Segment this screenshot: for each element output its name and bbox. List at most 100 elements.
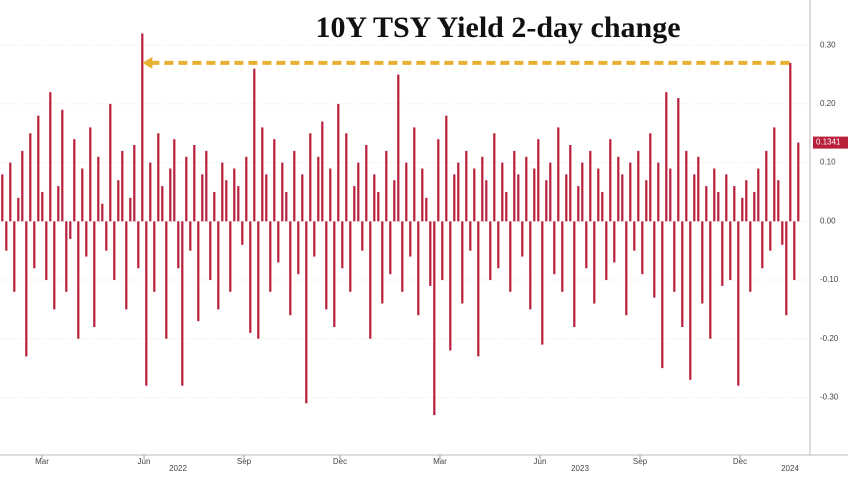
bar: [233, 168, 236, 222]
bar: [429, 221, 432, 286]
bar: [45, 221, 48, 281]
bar: [333, 221, 336, 328]
bar: [361, 221, 364, 251]
bar: [625, 221, 628, 316]
bar: [505, 191, 508, 222]
bar: [125, 221, 128, 310]
x-tick-label: Sep: [237, 457, 252, 466]
bar: [781, 221, 784, 245]
bar: [241, 221, 244, 245]
bar: [685, 150, 688, 222]
bar: [493, 133, 496, 222]
bar: [53, 221, 56, 310]
bar: [465, 150, 468, 222]
bar: [381, 221, 384, 304]
bar: [513, 150, 516, 222]
bar: [537, 139, 540, 222]
bar: [37, 115, 40, 222]
bar: [217, 221, 220, 310]
bar: [405, 162, 408, 222]
bar: [765, 150, 768, 222]
bar: [181, 221, 184, 386]
bar: [669, 168, 672, 222]
bar: [441, 221, 444, 281]
bar: [545, 180, 548, 222]
bar: [69, 221, 72, 239]
bar: [189, 221, 192, 251]
bar: [525, 156, 528, 222]
bar: [397, 74, 400, 222]
bar: [629, 162, 632, 222]
bar: [677, 98, 680, 222]
bar: [293, 150, 296, 222]
bar: [705, 186, 708, 222]
bar: [697, 156, 700, 222]
bar: [541, 221, 544, 345]
bar: [665, 92, 668, 222]
bar: [29, 133, 32, 222]
y-tick-label: 0.30: [820, 40, 836, 49]
bar: [337, 103, 340, 222]
bar: [77, 221, 80, 339]
bar: [641, 221, 644, 275]
bar: [9, 162, 12, 222]
bar: [137, 221, 140, 269]
bar: [133, 145, 136, 222]
bar: [345, 133, 348, 222]
bar: [169, 168, 172, 222]
bar: [613, 221, 616, 263]
bar: [573, 221, 576, 328]
bar: [733, 186, 736, 222]
bar: [325, 221, 328, 310]
bar: [693, 174, 696, 222]
bar: [637, 150, 640, 222]
bar: [341, 221, 344, 269]
bar: [789, 62, 792, 222]
bar: [25, 221, 28, 357]
bar: [749, 221, 752, 292]
x-year-label: 2023: [571, 464, 589, 473]
bar: [249, 221, 252, 333]
bar: [553, 221, 556, 275]
bar: [265, 174, 268, 222]
bar: [713, 168, 716, 222]
x-tick-label: Dec: [733, 457, 747, 466]
bar: [701, 221, 704, 304]
last-value-box: [813, 136, 848, 149]
x-tick-label: Jun: [534, 457, 547, 466]
bar: [577, 186, 580, 222]
bar: [161, 186, 164, 222]
bar: [101, 203, 104, 222]
bar: [353, 186, 356, 222]
bar: [533, 168, 536, 222]
bar: [237, 186, 240, 222]
bar: [357, 162, 360, 222]
bar: [73, 139, 76, 222]
x-tick-label: Mar: [433, 457, 447, 466]
bar: [621, 174, 624, 222]
bar: [81, 168, 84, 222]
bar: [785, 221, 788, 316]
bar: [589, 150, 592, 222]
bar: [409, 221, 412, 257]
bar: [313, 221, 316, 257]
bar: [741, 197, 744, 222]
bar: [529, 221, 532, 310]
bar: [253, 68, 256, 222]
bar: [209, 221, 212, 281]
bar: [673, 221, 676, 292]
bar: [453, 174, 456, 222]
bar: [225, 180, 228, 222]
bar: [201, 174, 204, 222]
bar: [365, 145, 368, 222]
bar: [501, 162, 504, 222]
bar: [317, 156, 320, 222]
bar: [349, 221, 352, 292]
last-value-label: 0.1341: [816, 138, 841, 147]
bar: [61, 109, 64, 222]
bar: [281, 162, 284, 222]
bar: [13, 221, 16, 292]
x-year-label: 2022: [169, 464, 187, 473]
bar: [197, 221, 200, 322]
bar: [369, 221, 372, 339]
